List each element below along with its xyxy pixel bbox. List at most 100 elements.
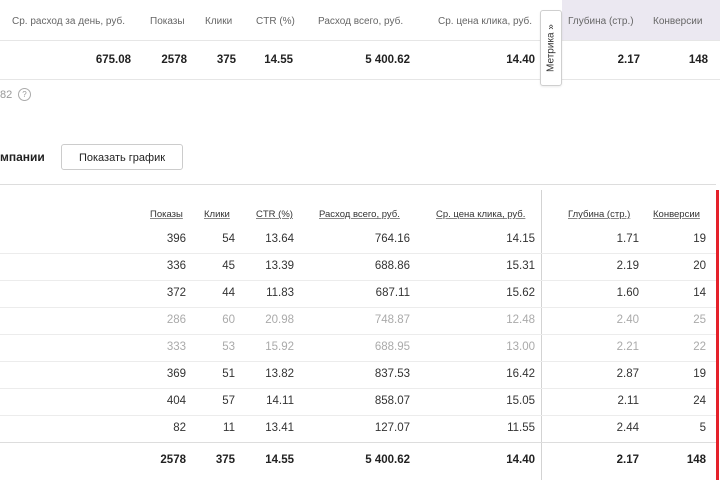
- table-row: 404 57 14.11 858.07 15.05 2.11 24: [0, 388, 716, 416]
- cell-avg-cpc: 15.05: [506, 395, 535, 407]
- cell-ctr: 13.64: [265, 233, 294, 245]
- cell-total-spend: 687.11: [375, 287, 410, 299]
- total-depth: 2.17: [616, 454, 639, 466]
- cell-conversions: 25: [693, 314, 706, 326]
- summary-value-avg-cpc: 14.40: [506, 54, 535, 66]
- cell-impressions: 333: [166, 341, 186, 353]
- total-row-divider: [0, 442, 716, 443]
- cell-conversions: 22: [693, 341, 706, 353]
- cell-clicks: 44: [222, 287, 235, 299]
- cell-depth: 2.44: [616, 422, 639, 434]
- summary-value-conversions: 148: [688, 54, 708, 66]
- summary-values-row: 675.08 2578 375 14.55 5 400.62 14.40 2.1…: [0, 41, 720, 80]
- summary-value-ctr: 14.55: [264, 54, 293, 66]
- summary-header-row: Ср. расход за день, руб. Показы Клики CT…: [0, 0, 720, 41]
- total-conversions: 148: [686, 454, 706, 466]
- summary-header-impressions: Показы: [150, 16, 185, 27]
- cell-avg-cpc: 14.15: [506, 233, 535, 245]
- selection-indicator-bar: [716, 190, 719, 480]
- cell-total-spend: 858.07: [374, 395, 410, 407]
- column-header-impressions[interactable]: Показы: [150, 209, 183, 220]
- metrika-tab-label: Метрика »: [545, 24, 557, 72]
- column-header-conversions[interactable]: Конверсии: [653, 209, 700, 220]
- cell-avg-cpc: 13.00: [506, 341, 535, 353]
- section-title: мпании: [0, 150, 45, 164]
- cell-clicks: 57: [222, 395, 235, 407]
- summary-header-ctr: CTR (%): [256, 16, 295, 27]
- cell-avg-cpc: 16.42: [506, 368, 535, 380]
- column-header-clicks[interactable]: Клики: [204, 209, 230, 220]
- summary-header-total-spend: Расход всего, руб.: [318, 16, 404, 27]
- cell-conversions: 14: [693, 287, 706, 299]
- column-header-ctr[interactable]: CTR (%): [256, 209, 293, 220]
- cell-total-spend: 764.16: [374, 233, 410, 245]
- table-row: 369 51 13.82 837.53 16.42 2.87 19: [0, 361, 716, 389]
- metrika-column-divider: [541, 190, 542, 480]
- cell-ctr: 15.92: [265, 341, 294, 353]
- metrika-header-bg: [562, 0, 720, 40]
- cell-ctr: 13.39: [265, 260, 294, 272]
- cell-ctr: 13.41: [265, 422, 294, 434]
- table-row: 396 54 13.64 764.16 14.15 1.71 19: [0, 226, 716, 254]
- cell-total-spend: 688.86: [374, 260, 410, 272]
- cell-total-spend: 688.95: [374, 341, 410, 353]
- table-row: 82 11 13.41 127.07 11.55 2.44 5: [0, 415, 716, 443]
- summary-count: 82: [0, 89, 13, 101]
- show-graph-button[interactable]: Показать график: [61, 144, 183, 170]
- cell-avg-cpc: 11.55: [507, 422, 535, 434]
- cell-depth: 2.21: [616, 341, 639, 353]
- cell-ctr: 20.98: [265, 314, 294, 326]
- cell-clicks: 11: [223, 422, 235, 434]
- cell-avg-cpc: 15.31: [506, 260, 535, 272]
- cell-depth: 2.87: [616, 368, 639, 380]
- cell-conversions: 5: [699, 422, 706, 434]
- cell-clicks: 54: [222, 233, 235, 245]
- cell-conversions: 19: [693, 233, 706, 245]
- total-clicks: 375: [215, 454, 235, 466]
- summary-value-impressions: 2578: [161, 54, 187, 66]
- summary-header-avg-daily: Ср. расход за день, руб.: [12, 16, 125, 27]
- cell-impressions: 372: [166, 287, 186, 299]
- question-circle-icon[interactable]: ?: [18, 88, 31, 101]
- cell-depth: 2.11: [617, 395, 639, 407]
- column-header-avg-cpc[interactable]: Ср. цена клика, руб.: [436, 209, 526, 220]
- summary-header-conversions: Конверсии: [653, 16, 703, 27]
- cell-total-spend: 837.53: [374, 368, 410, 380]
- cell-impressions: 286: [166, 314, 186, 326]
- summary-header-clicks: Клики: [205, 16, 233, 27]
- cell-ctr: 11.83: [266, 287, 294, 299]
- cell-depth: 2.40: [616, 314, 639, 326]
- column-header-depth[interactable]: Глубина (стр.): [568, 209, 631, 220]
- table-row: 333 53 15.92 688.95 13.00 2.21 22: [0, 334, 716, 362]
- cell-total-spend: 127.07: [374, 422, 410, 434]
- cell-conversions: 24: [693, 395, 706, 407]
- cell-depth: 1.71: [616, 233, 639, 245]
- cell-clicks: 53: [222, 341, 235, 353]
- cell-depth: 2.19: [616, 260, 639, 272]
- cell-conversions: 19: [693, 368, 706, 380]
- cell-clicks: 60: [222, 314, 235, 326]
- cell-clicks: 51: [222, 368, 235, 380]
- metrika-toggle-tab[interactable]: Метрика »: [540, 10, 562, 86]
- table-total-row: 2578 375 14.55 5 400.62 14.40 2.17 148: [0, 447, 716, 474]
- cell-conversions: 20: [693, 260, 706, 272]
- table-top-border: [0, 184, 716, 185]
- cell-avg-cpc: 12.48: [506, 314, 535, 326]
- total-ctr: 14.55: [265, 454, 294, 466]
- total-impressions: 2578: [160, 454, 186, 466]
- cell-impressions: 404: [166, 395, 186, 407]
- cell-avg-cpc: 15.62: [506, 287, 535, 299]
- cell-depth: 1.60: [616, 287, 639, 299]
- summary-value-avg-daily: 675.08: [95, 54, 131, 66]
- cell-impressions: 396: [166, 233, 186, 245]
- cell-ctr: 13.82: [265, 368, 294, 380]
- summary-header-avg-cpc: Ср. цена клика, руб.: [438, 16, 533, 27]
- column-header-total-spend[interactable]: Расход всего, руб.: [319, 209, 400, 220]
- cell-ctr: 14.11: [266, 395, 294, 407]
- table-row: 286 60 20.98 748.87 12.48 2.40 25: [0, 307, 716, 335]
- cell-impressions: 82: [173, 422, 186, 434]
- cell-total-spend: 748.87: [374, 314, 410, 326]
- total-avg-cpc: 14.40: [506, 454, 535, 466]
- cell-impressions: 369: [166, 368, 186, 380]
- summary-value-total-spend: 5 400.62: [365, 54, 410, 66]
